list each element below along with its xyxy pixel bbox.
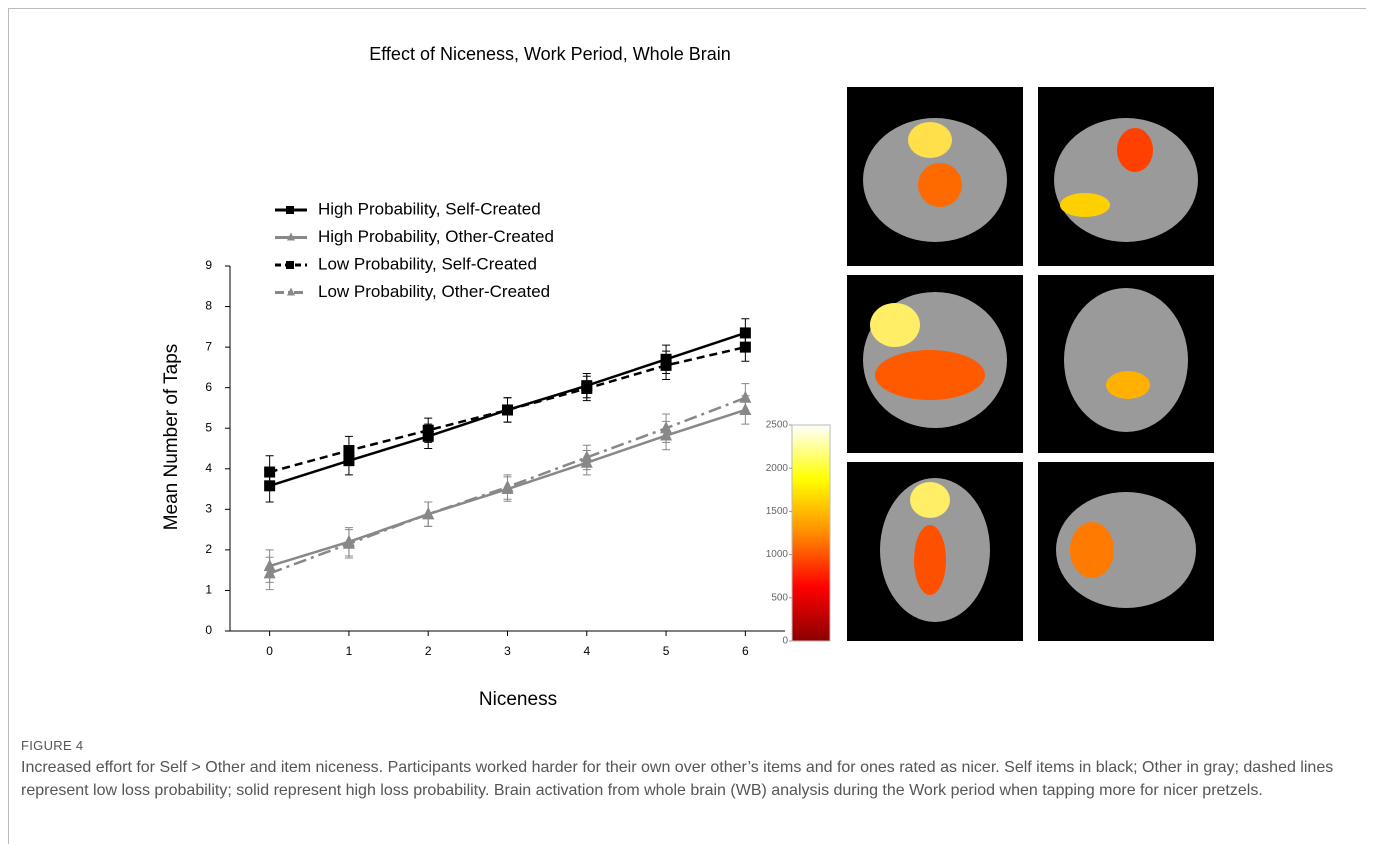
x-tick-label: 3 bbox=[504, 644, 511, 658]
legend-marker bbox=[286, 206, 294, 214]
marker bbox=[740, 342, 751, 353]
activation bbox=[870, 303, 920, 347]
legend-label: Low Probability, Self-Created bbox=[318, 254, 537, 273]
y-tick-label: 1 bbox=[205, 583, 212, 597]
activation bbox=[910, 482, 950, 518]
activation bbox=[1117, 128, 1153, 172]
y-tick-label: 8 bbox=[205, 299, 212, 313]
y-tick-label: 5 bbox=[205, 420, 212, 434]
x-tick-label: 4 bbox=[583, 644, 590, 658]
y-tick-label: 3 bbox=[205, 502, 212, 516]
marker bbox=[264, 467, 275, 478]
y-tick-label: 9 bbox=[205, 258, 212, 272]
brain-images bbox=[847, 87, 1214, 641]
colorbar bbox=[792, 425, 830, 641]
figure-label: FIGURE 4 bbox=[21, 738, 83, 753]
colorbar-tick-label: 1500 bbox=[766, 506, 789, 517]
x-tick-label: 6 bbox=[742, 644, 749, 658]
x-tick-label: 2 bbox=[425, 644, 432, 658]
y-tick-label: 4 bbox=[205, 461, 212, 475]
colorbar-tick-label: 500 bbox=[771, 592, 788, 603]
legend-label: High Probability, Other-Created bbox=[318, 227, 554, 246]
x-tick-label: 0 bbox=[266, 644, 273, 658]
y-axis-label: Mean Number of Taps bbox=[161, 344, 182, 531]
colorbar-tick-label: 1000 bbox=[766, 549, 789, 560]
chart-title: Effect of Niceness, Work Period, Whole B… bbox=[369, 44, 731, 64]
marker bbox=[343, 445, 354, 456]
legend-marker bbox=[286, 261, 294, 269]
colorbar-tick-label: 2000 bbox=[766, 463, 789, 474]
marker bbox=[661, 360, 672, 371]
colorbar-tick-label: 0 bbox=[782, 636, 788, 647]
marker bbox=[502, 404, 513, 415]
y-tick-label: 2 bbox=[205, 542, 212, 556]
activation bbox=[914, 525, 946, 595]
legend-label: High Probability, Self-Created bbox=[318, 199, 541, 218]
legend-label: Low Probability, Other-Created bbox=[318, 282, 550, 301]
marker bbox=[502, 480, 514, 492]
chart: Effect of Niceness, Work Period, Whole B… bbox=[0, 0, 1375, 730]
y-tick-label: 0 bbox=[205, 623, 212, 637]
activation bbox=[875, 350, 985, 400]
page: Effect of Niceness, Work Period, Whole B… bbox=[0, 0, 1375, 846]
y-tick-label: 6 bbox=[205, 380, 212, 394]
activation bbox=[908, 122, 952, 158]
activation bbox=[1106, 371, 1150, 399]
figure-caption: Increased effort for Self > Other and it… bbox=[21, 756, 1341, 802]
activation bbox=[918, 163, 962, 207]
marker bbox=[739, 391, 751, 403]
x-tick-label: 1 bbox=[346, 644, 353, 658]
marker bbox=[581, 383, 592, 394]
x-axis-label: Niceness bbox=[479, 689, 557, 710]
x-tick-label: 5 bbox=[663, 644, 670, 658]
brain-slice bbox=[1064, 288, 1188, 432]
activation bbox=[1060, 193, 1110, 217]
y-tick-label: 7 bbox=[205, 339, 212, 353]
colorbar-tick-label: 2500 bbox=[766, 420, 789, 431]
activation bbox=[1070, 522, 1114, 578]
marker bbox=[423, 425, 434, 436]
